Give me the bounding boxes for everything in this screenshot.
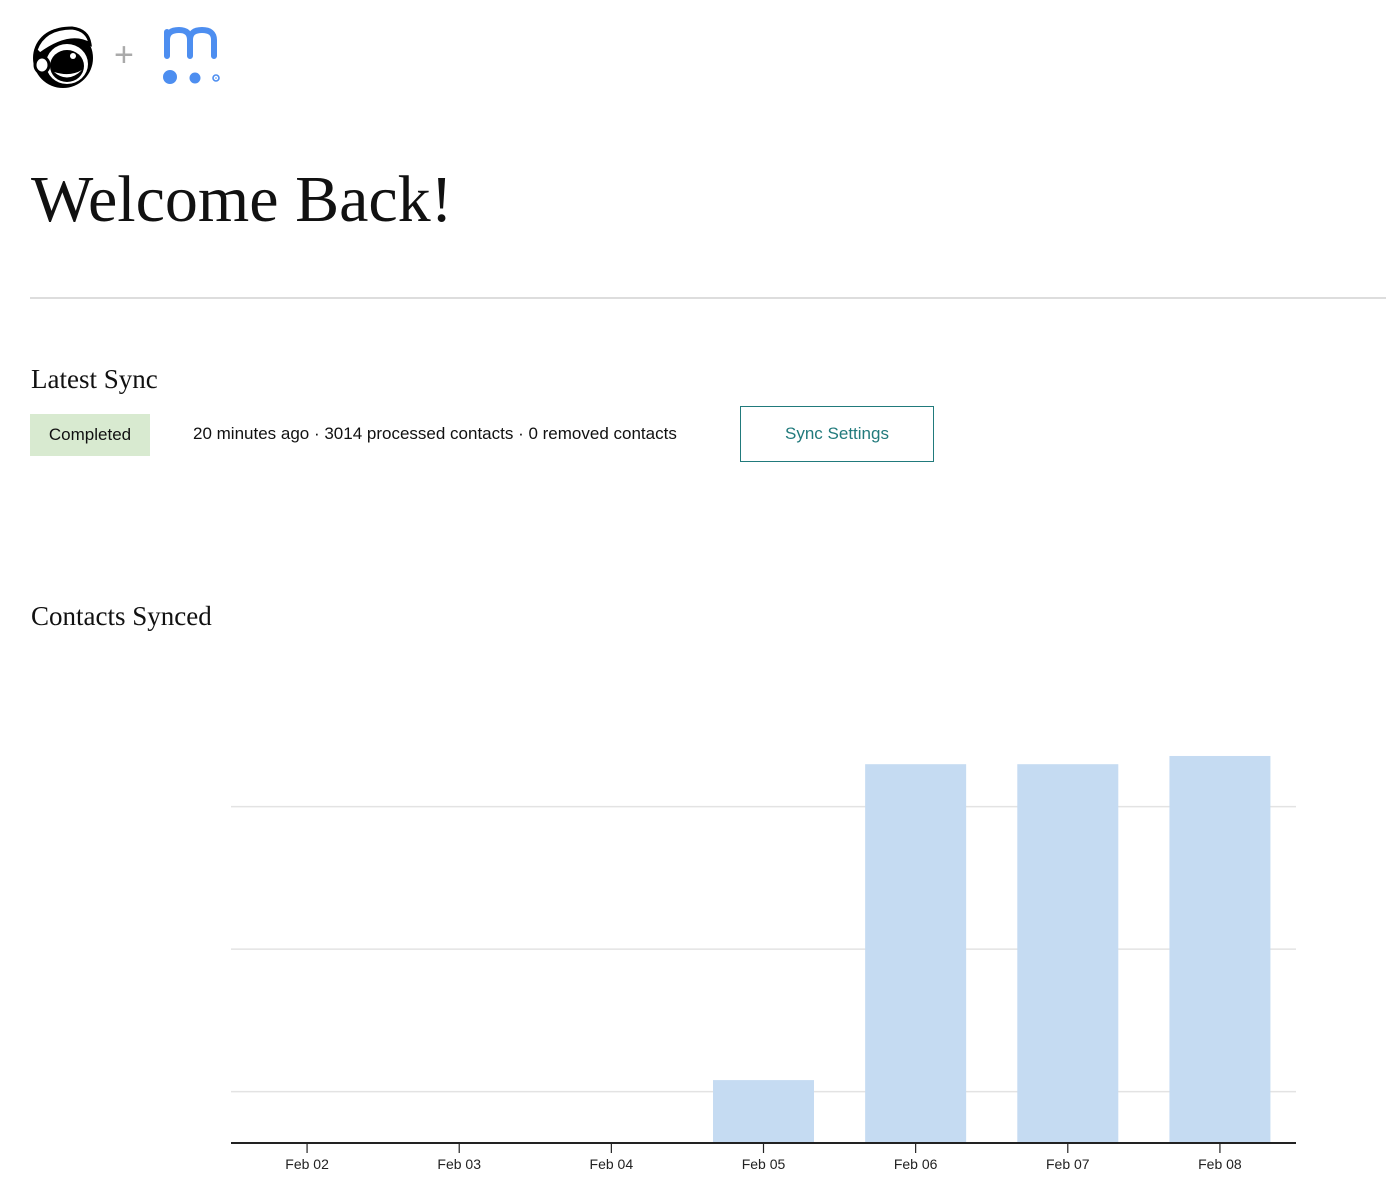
x-tick-label: Feb 06 [894, 1156, 938, 1172]
x-tick-label: Feb 02 [285, 1156, 329, 1172]
bar [1017, 764, 1119, 1143]
sync-settings-button[interactable]: Sync Settings [740, 406, 934, 462]
meetup-m-logo [163, 26, 220, 84]
status-badge: Completed [30, 414, 150, 456]
bar [713, 1080, 814, 1143]
page-title: Welcome Back! [31, 163, 453, 236]
x-tick-label: Feb 07 [1046, 1156, 1090, 1172]
x-tick-label: Feb 08 [1198, 1156, 1242, 1172]
latest-sync-heading: Latest Sync [31, 364, 158, 394]
bar [865, 764, 967, 1143]
x-tick-label: Feb 03 [437, 1156, 481, 1172]
x-tick-label: Feb 04 [590, 1156, 634, 1172]
contacts-synced-heading: Contacts Synced [31, 601, 212, 631]
mailchimp-logo [33, 26, 93, 88]
header-logos: + [33, 26, 220, 88]
plus-sign: + [114, 36, 134, 74]
bar [1169, 755, 1271, 1143]
sync-info: 20 minutes ago · 3014 processed contacts… [193, 424, 677, 443]
x-tick-label: Feb 05 [742, 1156, 786, 1172]
divider [30, 297, 1386, 299]
